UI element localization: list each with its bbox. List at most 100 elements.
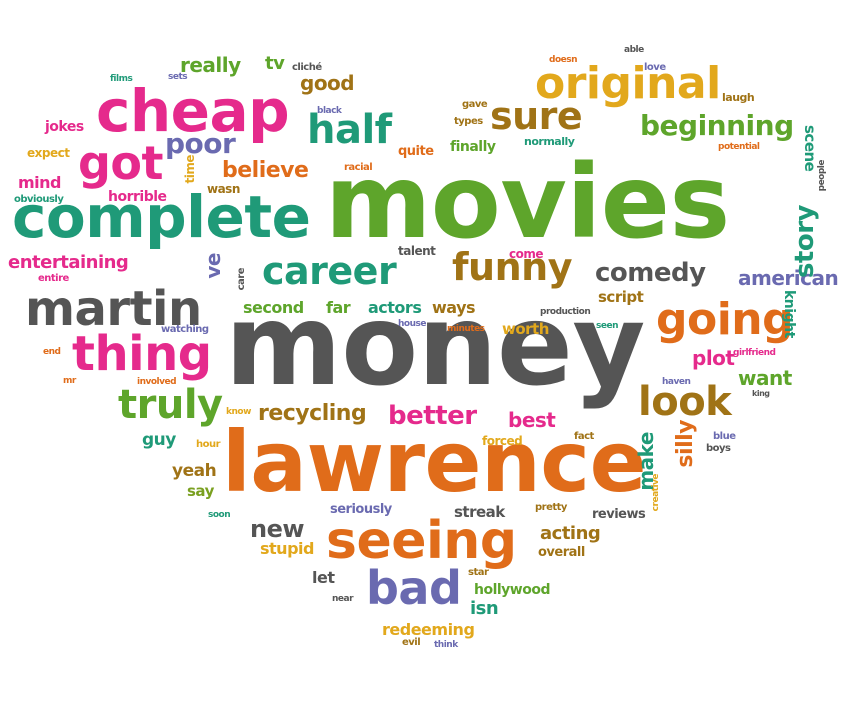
word-soon: soon	[208, 510, 231, 520]
word-black: black	[317, 106, 342, 116]
word-entire: entire	[38, 273, 69, 284]
word-knight: knight	[781, 290, 797, 338]
word-know: know	[226, 407, 251, 417]
word-hollywood: hollywood	[474, 582, 551, 598]
word-end: end	[43, 347, 61, 357]
word-types: types	[454, 116, 483, 127]
word-care: care	[236, 268, 247, 291]
word-scene: scene	[801, 125, 819, 172]
word-script: script	[598, 288, 644, 306]
word-lawrence: lawrence	[222, 413, 647, 511]
word-bad: bad	[366, 561, 462, 615]
word-obviously: obviously	[14, 194, 64, 205]
word-better: better	[388, 401, 477, 431]
word-half: half	[307, 107, 392, 153]
word-blue: blue	[713, 431, 736, 442]
word-think: think	[434, 640, 458, 650]
word-career: career	[262, 249, 397, 293]
word-acting: acting	[540, 523, 601, 544]
word-original: original	[535, 58, 721, 109]
word-pretty: pretty	[535, 502, 567, 513]
word-king: king	[752, 389, 770, 398]
word-far: far	[326, 298, 351, 317]
word-racial: racial	[344, 162, 373, 173]
word-poor: poor	[165, 127, 236, 160]
word-doesn: doesn	[549, 55, 578, 65]
word-hour: hour	[196, 439, 221, 450]
word-american: american	[738, 266, 839, 290]
word-really: really	[180, 53, 241, 77]
word-going: going	[656, 294, 794, 345]
word-near: near	[332, 594, 354, 604]
word-seriously: seriously	[330, 502, 392, 517]
word-comedy: comedy	[595, 258, 706, 288]
word-best: best	[508, 408, 556, 432]
word-second: second	[243, 298, 304, 317]
word-cliché: cliché	[292, 62, 322, 73]
word-sets: sets	[168, 72, 188, 82]
word-production: production	[540, 307, 591, 317]
word-boys: boys	[706, 443, 731, 454]
word-entertaining: entertaining	[8, 252, 129, 273]
word-jokes: jokes	[45, 119, 84, 135]
word-seeing: seeing	[326, 511, 517, 571]
word-let: let	[312, 568, 335, 587]
word-forced: forced	[482, 434, 523, 448]
word-evil: evil	[402, 637, 421, 648]
word-wasn: wasn	[207, 182, 240, 196]
word-talent: talent	[398, 244, 436, 258]
word-creative: creative	[651, 474, 661, 512]
word-stupid: stupid	[260, 539, 314, 558]
word-yeah: yeah	[172, 461, 217, 481]
word-got: got	[78, 136, 164, 190]
word-reviews: reviews	[592, 507, 646, 522]
word-time: time	[183, 155, 197, 184]
word-want: want	[738, 366, 792, 390]
word-worth: worth	[502, 320, 549, 338]
word-mr: mr	[63, 376, 76, 386]
word-potential: potential	[718, 142, 760, 152]
word-quite: quite	[398, 144, 434, 159]
word-come: come	[509, 247, 544, 261]
word-involved: involved	[137, 377, 177, 387]
word-cheap: cheap	[96, 77, 290, 145]
word-finally: finally	[450, 139, 496, 155]
word-seen: seen	[596, 321, 618, 331]
word-people: people	[817, 160, 827, 192]
word-able: able	[624, 45, 644, 55]
word-look: look	[638, 379, 732, 425]
word-star: star	[468, 567, 489, 578]
word-gave: gave	[462, 99, 488, 110]
word-films: films	[110, 74, 133, 84]
word-love: love	[644, 62, 666, 73]
word-horrible: horrible	[108, 189, 167, 205]
word-girlfriend: girlfriend	[733, 348, 776, 358]
word-ways: ways	[432, 298, 476, 317]
word-silly: silly	[673, 420, 698, 468]
word-plot: plot	[692, 346, 735, 370]
word-say: say	[187, 482, 214, 500]
word-guy: guy	[142, 430, 176, 450]
word-movies: movies	[325, 143, 730, 262]
word-new: new	[250, 515, 305, 543]
word-fact: fact	[574, 431, 594, 442]
word-watching: watching	[161, 324, 209, 335]
word-beginning: beginning	[640, 109, 794, 142]
word-good: good	[300, 71, 355, 95]
word-thing: thing	[72, 326, 212, 382]
word-mind: mind	[18, 173, 62, 192]
word-truly: truly	[118, 382, 223, 428]
word-streak: streak	[454, 503, 505, 521]
word-tv: tv	[265, 53, 285, 74]
word-haven: haven	[662, 377, 691, 387]
word-martin: martin	[25, 281, 202, 337]
word-recycling: recycling	[258, 401, 367, 426]
word-expect: expect	[27, 146, 70, 160]
word-ve: ve	[201, 253, 225, 279]
word-believe: believe	[222, 158, 309, 183]
word-complete: complete	[12, 183, 311, 251]
word-normally: normally	[524, 135, 575, 148]
word-isn: isn	[470, 598, 499, 619]
word-laugh: laugh	[722, 91, 755, 104]
